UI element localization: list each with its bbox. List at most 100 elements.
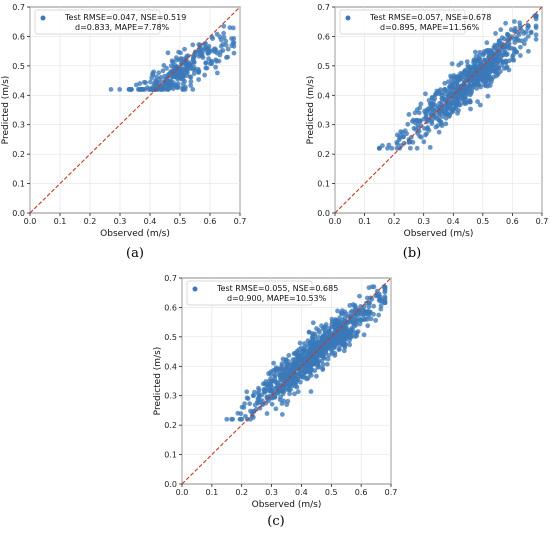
data-point	[335, 308, 340, 314]
y-tick-label: 0.1	[12, 180, 25, 189]
data-point	[404, 131, 410, 137]
scatter-points	[376, 13, 539, 151]
data-point	[377, 294, 383, 300]
data-point	[311, 341, 317, 347]
data-point	[464, 84, 470, 90]
data-point	[202, 72, 208, 78]
data-point	[284, 402, 290, 407]
y-tick-label: 0.3	[317, 121, 330, 130]
data-point	[271, 372, 277, 378]
data-point	[443, 115, 449, 121]
data-point	[474, 72, 480, 78]
data-point	[197, 47, 203, 53]
data-point	[137, 87, 143, 92]
y-axis-label: Predicted (m/s)	[1, 76, 11, 145]
data-point	[421, 116, 427, 122]
data-point	[413, 117, 419, 123]
data-point	[354, 333, 360, 339]
data-point	[257, 405, 263, 411]
data-point	[518, 44, 523, 50]
legend-marker	[192, 286, 198, 292]
data-point	[480, 52, 486, 58]
data-point	[329, 321, 335, 327]
data-point	[275, 390, 281, 396]
data-point	[449, 109, 455, 115]
scatter-points	[108, 23, 237, 92]
data-point	[508, 27, 514, 33]
legend-box	[34, 9, 161, 35]
data-point	[231, 50, 237, 56]
data-point	[421, 139, 427, 145]
data-point	[492, 45, 498, 51]
panel-caption: (c)	[267, 514, 284, 529]
data-point	[382, 295, 388, 301]
data-point	[172, 67, 178, 72]
data-point	[438, 119, 444, 125]
legend-box	[186, 280, 313, 306]
data-point	[386, 142, 392, 148]
data-point	[448, 84, 454, 90]
scatter-points	[224, 284, 388, 422]
data-point	[168, 63, 174, 69]
data-point	[325, 341, 331, 346]
y-tick-label: 0.4	[164, 362, 177, 371]
data-point	[525, 48, 531, 54]
data-point	[371, 303, 377, 309]
data-point	[225, 46, 231, 52]
y-tick-label: 0.2	[164, 421, 177, 430]
data-point	[435, 104, 441, 110]
data-point	[454, 75, 460, 81]
data-point	[301, 358, 307, 364]
x-tick-label: 0.1	[358, 217, 371, 226]
data-point	[224, 416, 230, 422]
panel-caption: (b)	[403, 246, 421, 261]
data-point	[362, 316, 368, 322]
data-point	[418, 134, 424, 140]
data-point	[280, 356, 286, 362]
x-tick-label: 0.0	[176, 488, 189, 497]
data-point	[177, 70, 183, 76]
legend-marker	[345, 15, 351, 21]
data-point	[340, 340, 346, 346]
data-point	[320, 366, 326, 371]
data-point	[148, 79, 153, 85]
data-point	[397, 135, 403, 141]
data-point	[269, 378, 275, 384]
data-point	[342, 309, 348, 315]
data-point	[126, 87, 132, 92]
data-point	[410, 139, 416, 145]
data-point	[436, 88, 442, 94]
data-point	[464, 92, 470, 97]
legend-box	[339, 9, 466, 35]
data-point	[182, 46, 187, 52]
data-point	[308, 389, 314, 394]
x-tick-label: 0.2	[84, 217, 97, 226]
y-tick-label: 0.5	[164, 333, 177, 342]
data-point	[153, 78, 159, 83]
data-point	[499, 35, 505, 41]
data-point	[288, 387, 293, 392]
data-point	[424, 126, 430, 132]
y-axis-label: Predicted (m/s)	[306, 76, 316, 145]
data-point	[154, 74, 159, 80]
data-point	[140, 87, 146, 92]
x-axis-label: Observed (m/s)	[100, 229, 170, 239]
data-point	[505, 37, 510, 43]
data-point	[482, 82, 487, 88]
data-point	[280, 374, 285, 379]
data-point	[433, 124, 439, 130]
data-point	[279, 411, 285, 417]
data-point	[449, 101, 455, 107]
data-point	[349, 308, 355, 314]
data-point	[350, 316, 356, 322]
data-point	[490, 67, 496, 73]
y-tick-label: 0.4	[12, 91, 25, 100]
x-tick-label: 0.7	[536, 217, 549, 226]
y-tick-label: 0.7	[317, 3, 330, 12]
data-point	[510, 52, 516, 58]
data-point	[296, 347, 302, 353]
data-point	[440, 114, 445, 120]
data-point	[218, 37, 224, 43]
data-point	[188, 79, 194, 85]
data-point	[519, 28, 525, 34]
